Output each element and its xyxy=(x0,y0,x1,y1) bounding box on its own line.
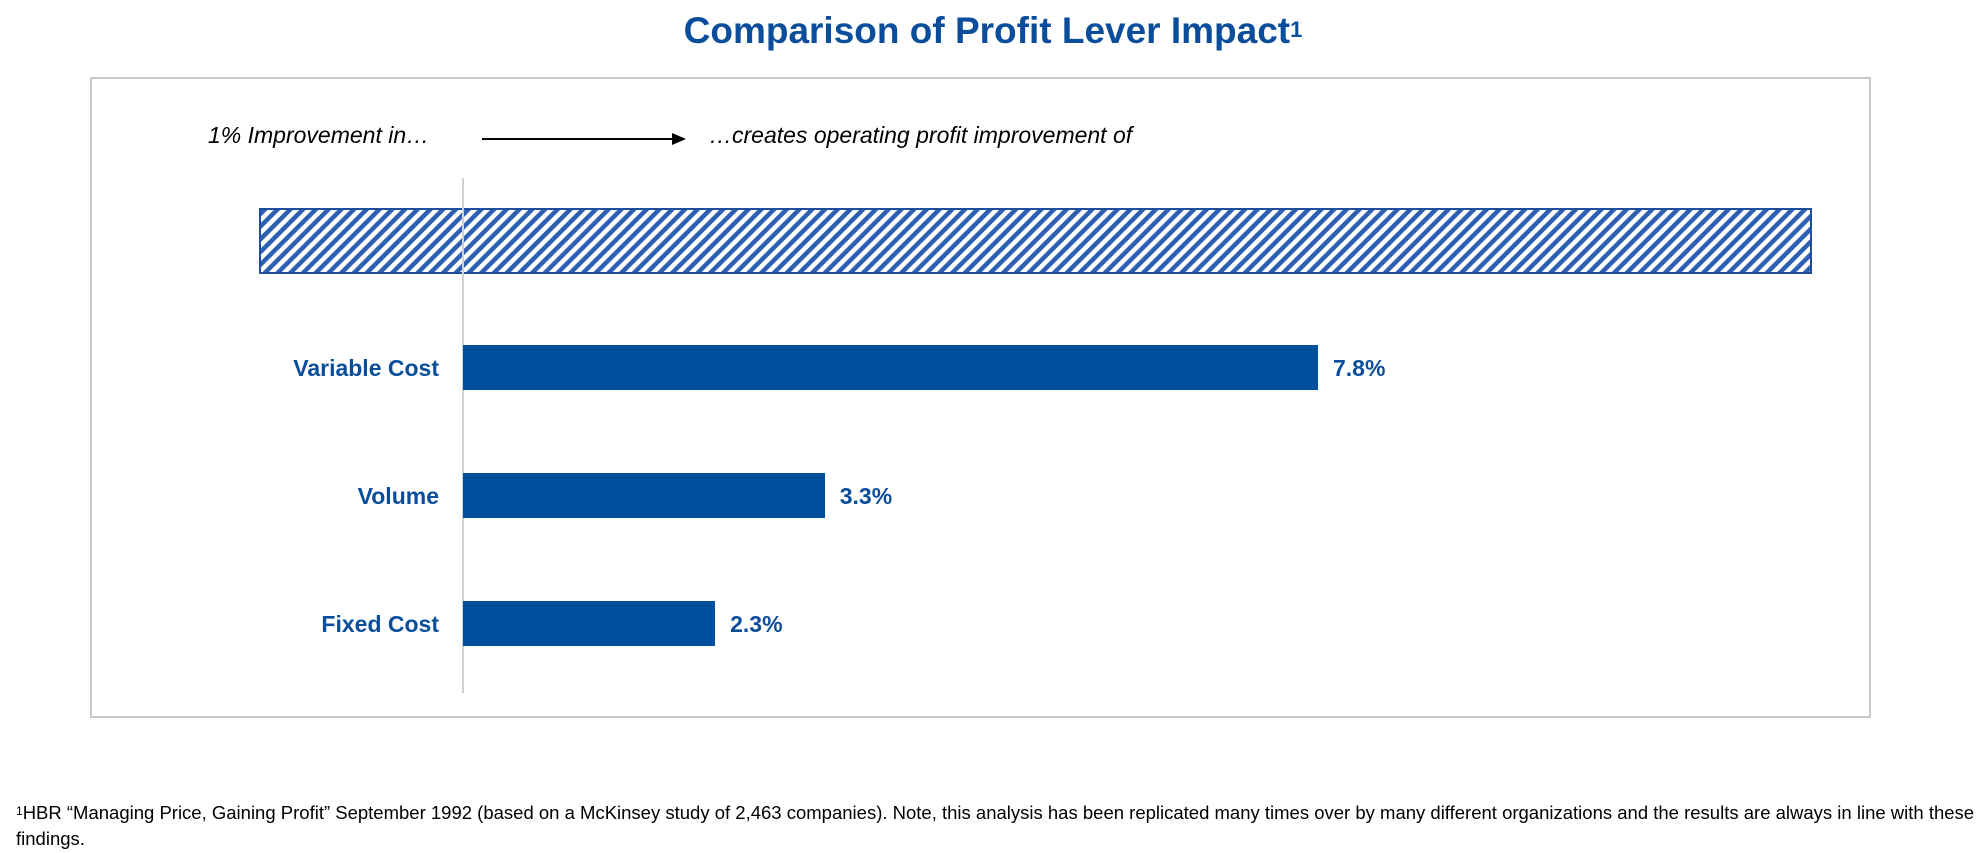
bar xyxy=(463,473,825,518)
right-arrow-icon xyxy=(482,133,686,145)
chart-title-text: Comparison of Profit Lever Impact xyxy=(683,10,1291,51)
header-left-text: 1% Improvement in… xyxy=(208,122,430,148)
bar xyxy=(463,345,1318,390)
hatch-pattern xyxy=(261,210,1810,272)
footnote-text: HBR “Managing Price, Gaining Profit” Sep… xyxy=(16,802,1975,849)
bar-category-label: Variable Cost xyxy=(293,355,439,381)
footnote-marker: 1 xyxy=(16,804,23,818)
bar xyxy=(463,601,716,646)
bar-category-label: Fixed Cost xyxy=(321,611,439,637)
chart-axis-line xyxy=(462,178,464,693)
hatched-bar xyxy=(259,208,1812,274)
bar-value-label: 2.3% xyxy=(730,611,783,637)
footnote: 1HBR “Managing Price, Gaining Profit” Se… xyxy=(16,800,1976,852)
chart-title: Comparison of Profit Lever Impact1 xyxy=(0,10,1986,52)
chart-frame xyxy=(90,77,1871,718)
bar-value-label: 3.3% xyxy=(839,483,893,509)
header-right-text: …creates operating profit improvement of xyxy=(709,122,1133,148)
bar-category-label: Volume xyxy=(357,483,439,509)
bar-value-label: 7.8% xyxy=(1333,355,1386,381)
title-footnote-marker: 1 xyxy=(1290,17,1303,42)
